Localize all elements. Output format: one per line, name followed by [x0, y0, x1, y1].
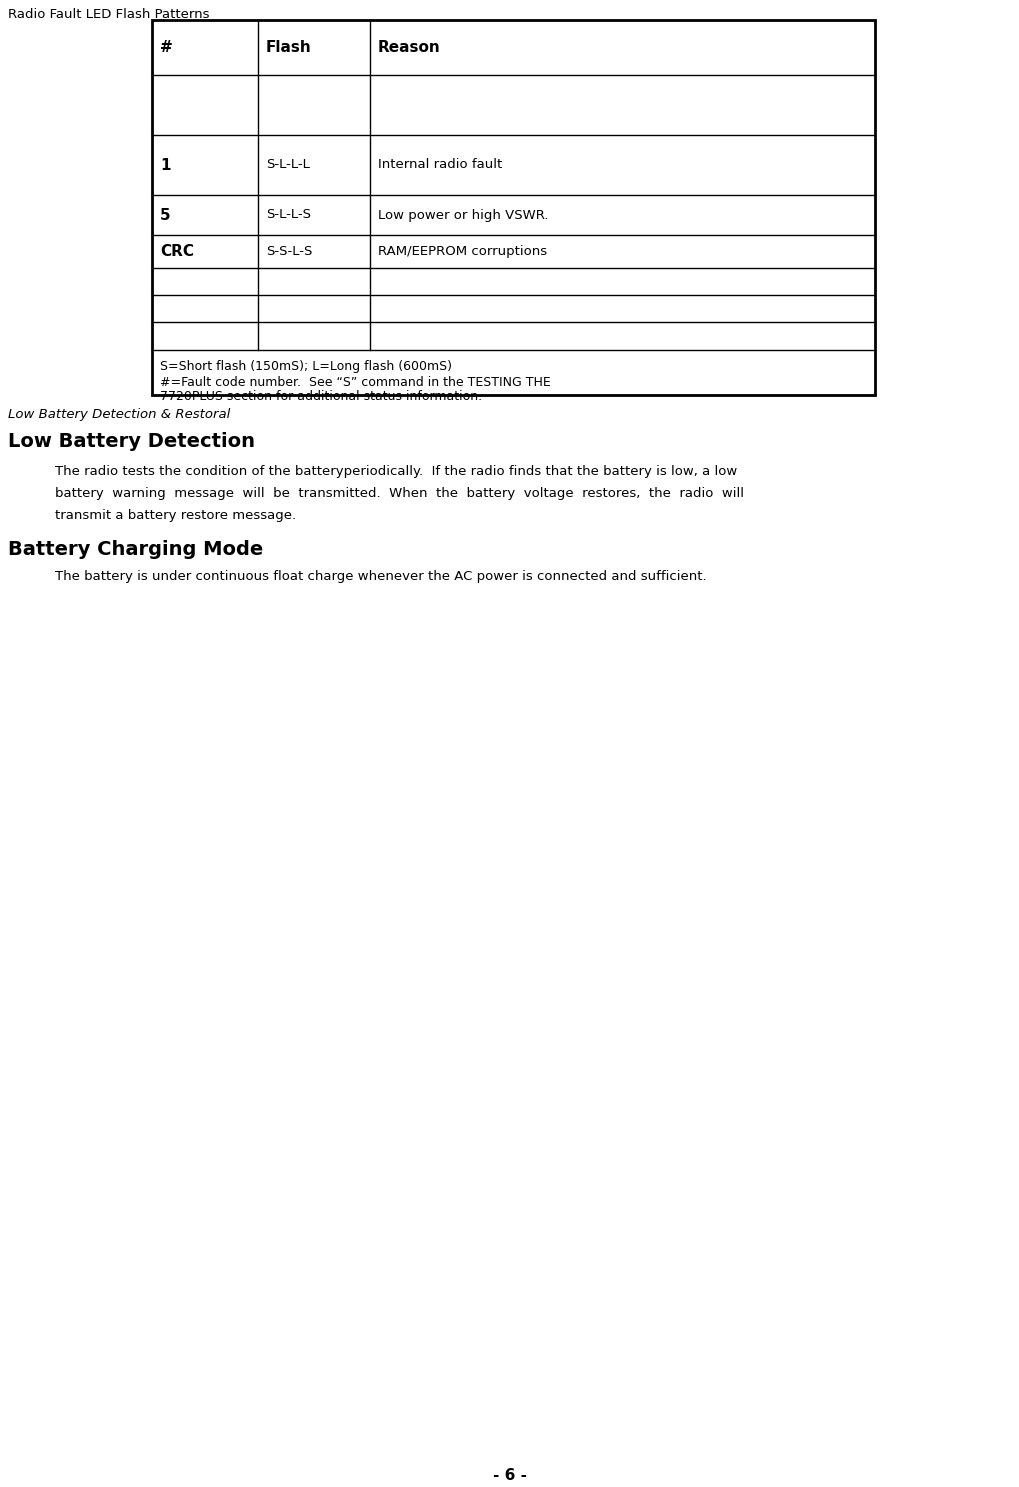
Text: Radio Fault LED Flash Patterns: Radio Fault LED Flash Patterns: [8, 7, 209, 21]
Text: Low Battery Detection & Restoral: Low Battery Detection & Restoral: [8, 407, 230, 421]
Text: CRC: CRC: [160, 244, 194, 259]
Text: Low Battery Detection: Low Battery Detection: [8, 433, 255, 451]
Text: RAM/EEPROM corruptions: RAM/EEPROM corruptions: [378, 245, 546, 259]
Text: The battery is under continuous float charge whenever the AC power is connected : The battery is under continuous float ch…: [55, 570, 706, 583]
Text: - 6 -: - 6 -: [492, 1468, 527, 1483]
Text: #=Fault code number.  See “S” command in the TESTING THE: #=Fault code number. See “S” command in …: [160, 376, 550, 390]
Text: Low power or high VSWR.: Low power or high VSWR.: [378, 208, 548, 222]
Text: 7720PLUS section for additional status information.: 7720PLUS section for additional status i…: [160, 390, 482, 403]
Text: Reason: Reason: [378, 40, 440, 55]
Text: S-L-L-L: S-L-L-L: [266, 159, 310, 171]
Text: 5: 5: [160, 208, 170, 223]
Text: S-S-L-S: S-S-L-S: [266, 245, 312, 259]
Text: Internal radio fault: Internal radio fault: [378, 159, 501, 171]
Text: battery  warning  message  will  be  transmitted.  When  the  battery  voltage  : battery warning message will be transmit…: [55, 488, 743, 500]
Text: S-L-L-S: S-L-L-S: [266, 208, 311, 222]
Text: #: #: [160, 40, 172, 55]
Bar: [152, 19, 874, 396]
Text: transmit a battery restore message.: transmit a battery restore message.: [55, 509, 296, 522]
Text: Battery Charging Mode: Battery Charging Mode: [8, 540, 263, 559]
Text: Flash: Flash: [266, 40, 312, 55]
Text: The radio tests the condition of the batteryperiodically.  If the radio finds th: The radio tests the condition of the bat…: [55, 465, 737, 477]
Text: S=Short flash (150mS); L=Long flash (600mS): S=Short flash (150mS); L=Long flash (600…: [160, 360, 451, 373]
Text: 1: 1: [160, 158, 170, 172]
